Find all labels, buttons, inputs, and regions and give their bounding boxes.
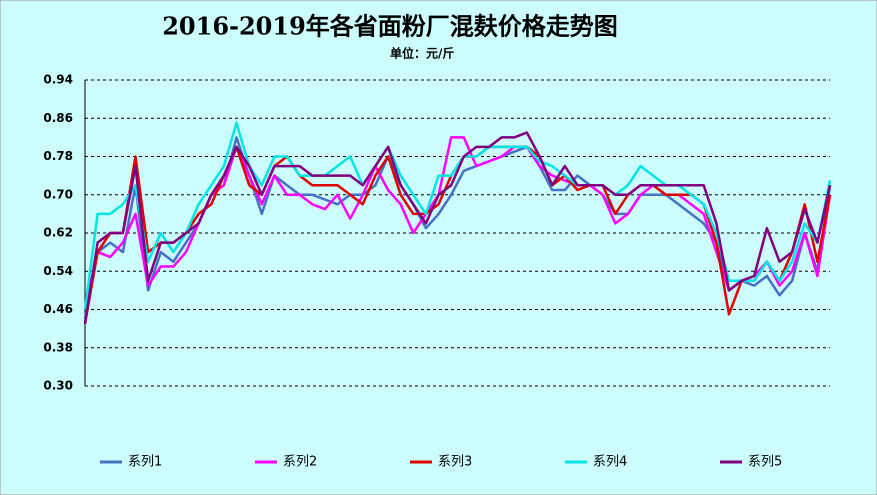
chart-title: 2016-2019年各省面粉厂混麸价格走势图 bbox=[162, 12, 618, 41]
y-tick-label: 0.30 bbox=[43, 379, 73, 393]
y-tick-label: 0.46 bbox=[43, 302, 73, 316]
legend-label: 系列2 bbox=[283, 455, 317, 470]
legend-label: 系列4 bbox=[593, 455, 627, 470]
y-tick-label: 0.62 bbox=[43, 226, 73, 240]
series-line bbox=[83, 121, 832, 310]
y-tick-label: 0.86 bbox=[43, 111, 73, 125]
y-tick-label: 0.94 bbox=[43, 73, 73, 87]
legend-label: 系列5 bbox=[748, 455, 782, 470]
y-tick-label: 0.54 bbox=[43, 264, 73, 278]
series-line bbox=[83, 131, 832, 324]
chart-subtitle: 单位：元/斤 bbox=[390, 46, 454, 61]
legend-label: 系列3 bbox=[438, 455, 472, 470]
y-tick-label: 0.38 bbox=[43, 340, 73, 354]
y-tick-label: 0.70 bbox=[43, 187, 73, 201]
legend-label: 系列1 bbox=[128, 455, 162, 470]
y-tick-label: 0.78 bbox=[43, 149, 73, 163]
